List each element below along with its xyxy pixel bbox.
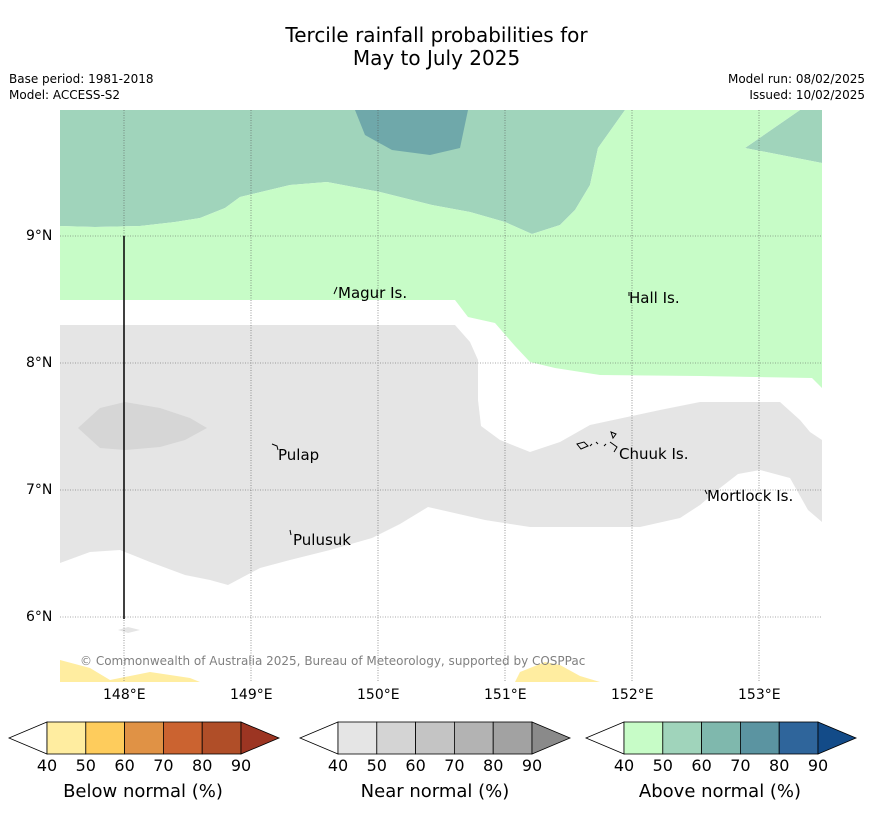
place-label-hall: Hall Is. (629, 289, 680, 307)
near-colorbar-segment (376, 721, 416, 755)
near-normal-50-region (78, 402, 207, 450)
below-40-region-west (60, 660, 200, 682)
above-colorbar-tick-label: 40 (613, 756, 635, 775)
map-title-line1: Tercile rainfall probabilities for (285, 23, 588, 47)
below-colorbar-tick-label: 70 (153, 756, 174, 775)
lon-label-149e: 149°E (230, 687, 273, 703)
below-colorbar-segment (85, 721, 126, 755)
below-40-region-east (515, 662, 600, 682)
above-colorbar-tick-label: 90 (807, 756, 829, 775)
near-colorbar-tick-label: 80 (483, 756, 504, 775)
graticule (60, 110, 822, 682)
above-normal-label: Above normal (%) (638, 781, 802, 802)
place-label-pulap: Pulap (278, 446, 320, 464)
above-colorbar-min-triangle (584, 721, 625, 755)
near-colorbar-segment (337, 721, 378, 755)
above-colorbar-tick-label: 60 (691, 756, 712, 775)
near-normal-label: Near normal (%) (360, 781, 510, 802)
below-colorbar-max-triangle (240, 721, 281, 755)
copyright-text: © Commonwealth of Australia 2025, Bureau… (80, 654, 586, 668)
colorbar-above-normal (584, 721, 858, 755)
below-colorbar-segment (124, 721, 164, 755)
lon-label-152e: 152°E (611, 687, 654, 703)
issued-text: Issued: 10/02/2025 (749, 88, 865, 102)
near-colorbar-tick-label: 70 (444, 756, 465, 775)
below-colorbar-tick-label: 50 (75, 756, 96, 775)
above-colorbar-segment (623, 721, 664, 755)
near-colorbar-segment (453, 721, 494, 755)
below-colorbar-tick-label: 80 (192, 756, 213, 775)
near-colorbar-min-triangle (298, 721, 339, 755)
above-colorbar-segment (701, 721, 741, 755)
near-colorbar-segment (415, 721, 455, 755)
place-label-pulusuk: Pulusuk (293, 531, 351, 549)
place-label-magur: Magur Is. (338, 284, 408, 302)
near-colorbar-tick-label: 50 (366, 756, 387, 775)
below-colorbar-segment (201, 721, 242, 755)
island-markers (271, 286, 708, 536)
lat-label-8n: 8°N (26, 355, 53, 371)
below-colorbar-segment (46, 721, 87, 755)
mortlock-island-shape (704, 489, 708, 495)
above-colorbar-tick-label: 50 (652, 756, 673, 775)
lat-label-7n: 7°N (26, 482, 53, 498)
chuuk-island-shape (576, 431, 618, 453)
colorbar-near-normal (298, 721, 572, 755)
near-colorbar-tick-label: 40 (327, 756, 349, 775)
below-colorbar-tick-label: 60 (114, 756, 135, 775)
lat-label-6n: 6°N (26, 609, 53, 625)
above-50-region (60, 110, 822, 234)
near-colorbar-segment (492, 721, 533, 755)
colorbar-below-normal (7, 721, 281, 755)
below-colorbar-tick-label: 90 (230, 756, 252, 775)
base-period-text: Base period: 1981-2018 (9, 72, 154, 86)
pulap-island-shape (271, 443, 279, 451)
meta-right: Model run: 08/02/2025 Issued: 10/02/2025 (728, 71, 865, 103)
model-run-text: Model run: 08/02/2025 (727, 72, 865, 86)
model-text: Model: ACCESS-S2 (9, 88, 121, 102)
near-colorbar-tick-label: 90 (521, 756, 543, 775)
above-colorbar-segment (662, 721, 702, 755)
below-normal-label: Below normal (%) (63, 781, 223, 802)
near-normal-region (60, 325, 822, 585)
above-colorbar-tick-label: 80 (769, 756, 790, 775)
lon-label-153e: 153°E (738, 687, 781, 703)
meta-left: Base period: 1981-2018 Model: ACCESS-S2 (9, 71, 154, 103)
above-colorbar-segment (740, 721, 780, 755)
lat-label-9n: 9°N (26, 228, 53, 244)
below-colorbar-segment (162, 721, 203, 755)
above-40-region (60, 110, 822, 388)
above-60-region (355, 110, 468, 155)
below-colorbar-tick-label: 40 (36, 756, 58, 775)
place-label-chuuk: Chuuk Is. (619, 445, 689, 463)
magur-island-shape (333, 286, 338, 295)
lon-label-148e: 148°E (103, 687, 146, 703)
near-colorbar-max-triangle (531, 721, 572, 755)
near-colorbar-tick-label: 60 (405, 756, 426, 775)
near-normal-small-patch (118, 627, 140, 633)
place-label-mortlock: Mortlock Is. (707, 487, 794, 505)
map-title-line2: May to July 2025 (352, 46, 521, 70)
pulusuk-island-shape (289, 529, 292, 536)
above-colorbar-max-triangle (817, 721, 858, 755)
lon-label-150e: 150°E (357, 687, 400, 703)
above-colorbar-segment (778, 721, 819, 755)
below-colorbar-min-triangle (7, 721, 48, 755)
above-colorbar-tick-label: 70 (730, 756, 751, 775)
lon-label-151e: 151°E (484, 687, 527, 703)
